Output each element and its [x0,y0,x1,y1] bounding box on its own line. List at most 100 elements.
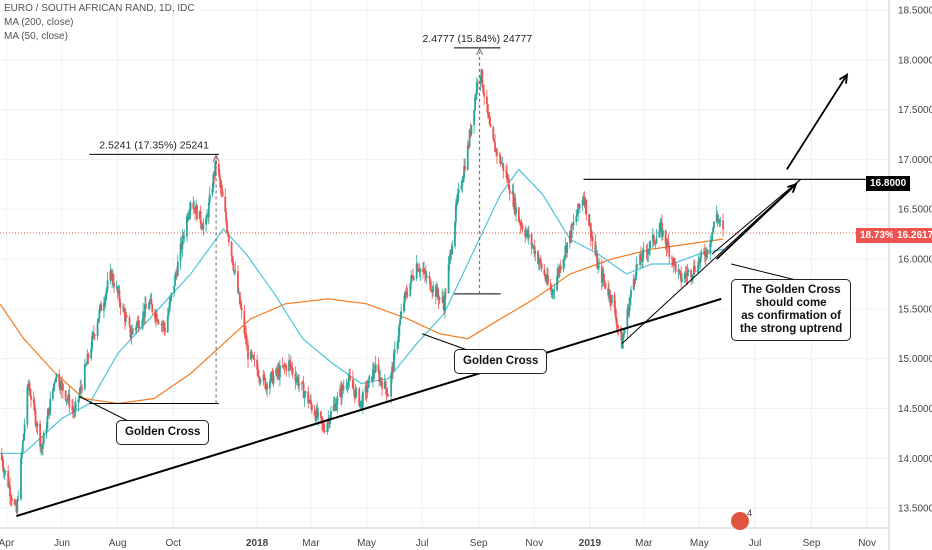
x-tick-label: Nov [525,538,543,549]
candle-body [647,250,650,255]
candle-body [595,253,598,255]
candle-body [117,290,120,293]
candle-body [622,333,625,339]
candle-body [660,222,662,225]
candle-body [506,171,508,180]
candle-body [495,149,497,153]
candle-body [530,234,533,246]
candle-body [410,275,413,283]
candle-body [1,460,4,467]
candle-body [163,323,166,328]
candle-body [198,210,201,220]
candle-body [613,294,616,308]
candle-body [32,399,35,403]
candle-body [456,193,459,201]
candle-body [578,203,580,208]
candle-body [386,395,389,397]
candle-body [519,222,522,226]
candle-body [64,390,67,401]
note-line-4: the strong uptrend [740,323,843,335]
ma200-legend[interactable]: MA (200, close) [4,17,74,28]
candle-body [272,375,275,384]
candle-body [308,401,310,404]
candle-body [672,259,674,265]
candle-body [161,324,164,325]
candle-body [685,274,688,277]
candle-body [208,194,211,203]
candle-body [377,364,380,372]
ma50-legend[interactable]: MA (50, close) [4,31,68,42]
candle-body [607,288,610,296]
candle-body [538,259,541,262]
candle-body [132,329,135,331]
candle-body [717,219,720,221]
candle-body [352,388,355,391]
candle-body [138,326,141,328]
candle-body [336,396,339,405]
y-tick-label: 17.5000 [898,105,932,116]
candle-body [148,302,151,308]
candle-body [499,156,502,164]
candle-body [326,422,329,433]
candle-body [493,139,496,143]
candle-body [483,92,486,97]
candle-body [398,324,401,336]
candle-body [26,387,29,425]
channel-lower-line [711,178,801,255]
candle-body [295,378,298,382]
candle-body [661,230,664,237]
candle-body [264,378,267,389]
candle-body [100,304,103,311]
candle-body [14,502,17,505]
candle-body [220,187,223,191]
candle-body [628,304,631,316]
candle-body [642,250,645,251]
candle-body [282,364,285,367]
candle-body [113,282,115,288]
candle-body [508,189,511,194]
golden-cross-pointer-2 [421,333,471,352]
candle-body [470,124,473,135]
candle-body [225,211,228,222]
candle-body [552,290,555,292]
author-logo-icon[interactable] [731,512,749,530]
candle-body [715,214,718,222]
candle-body [474,97,476,111]
candle-body [339,388,341,397]
candle-body [244,333,247,335]
candle-body [310,404,313,411]
candle-body [169,297,172,302]
candle-body [704,256,707,258]
candle-body [710,239,713,244]
candle-body [189,202,192,211]
candle-body [168,301,171,311]
candle-body [691,276,693,278]
golden-cross-note: The Golden Cross should come as confirma… [731,279,852,341]
candle-body [307,391,310,404]
candle-body [380,377,383,383]
candle-body [659,224,662,232]
candle-body [678,270,681,271]
candle-body [468,130,471,147]
candle-body [498,155,501,157]
candle-body [550,290,553,295]
candle-body [354,389,357,398]
candle-body [711,232,714,240]
candle-body [183,236,186,238]
candle-body [231,255,234,264]
candle-body [129,325,132,338]
candle-body [492,127,495,140]
x-tick-label: 2018 [246,538,269,549]
candle-body [598,265,600,267]
x-tick-label: May [690,538,709,549]
candle-body [437,294,440,301]
candle-body [214,160,217,177]
candle-body [23,424,26,435]
candle-body [366,388,369,393]
candle-body [556,276,559,291]
candle-body [423,270,426,274]
candle-body [86,354,89,364]
candle-body [60,381,62,390]
candle-body [527,230,529,238]
